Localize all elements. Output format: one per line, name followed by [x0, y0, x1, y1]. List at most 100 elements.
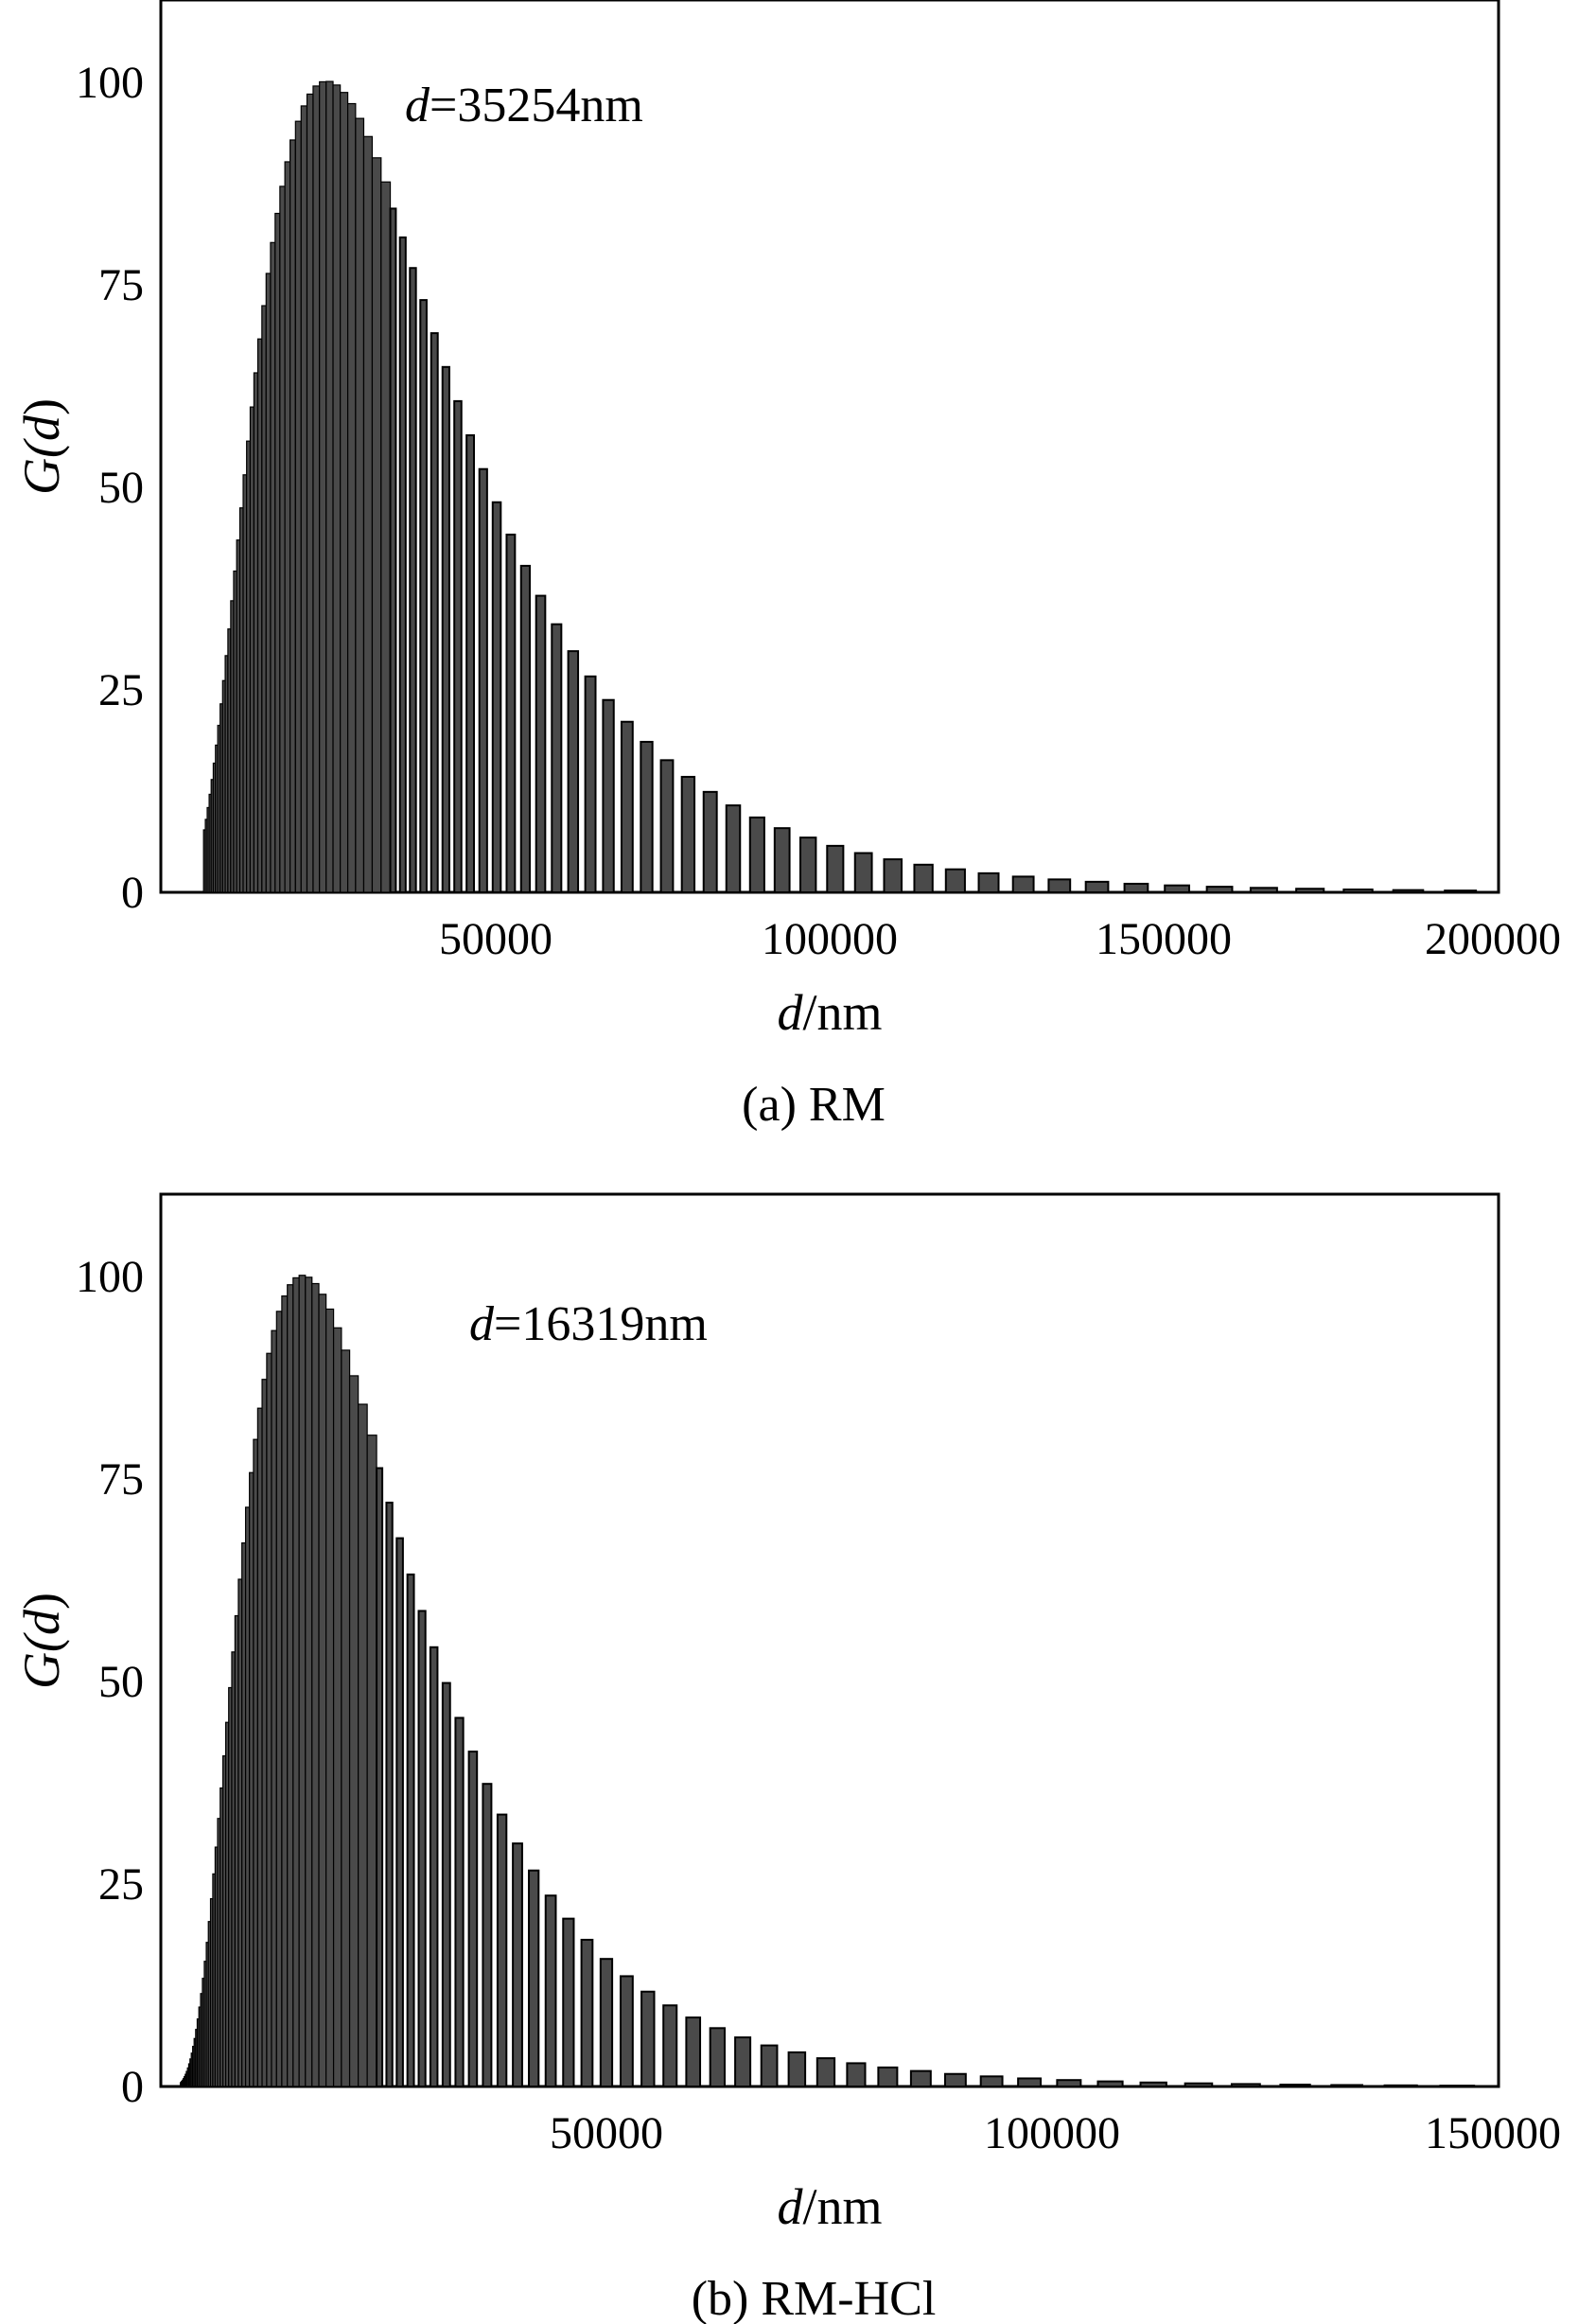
histogram-bar [441, 1681, 451, 2087]
histogram-bar [279, 185, 286, 893]
histogram-bar [798, 836, 817, 894]
histogram-bar [1249, 887, 1278, 894]
histogram-bar [429, 1646, 439, 2088]
histogram-bar [1017, 2077, 1043, 2087]
histogram-bar [1330, 2084, 1363, 2087]
x-tick-labels: 50000 100000 150000 [550, 2108, 1561, 2158]
y-tick-label: 100 [76, 58, 144, 108]
histogram-bar [1123, 882, 1149, 894]
histogram-bar [306, 93, 314, 893]
histogram-bar [271, 1329, 277, 2087]
histogram-bar [1056, 2079, 1082, 2087]
histogram-bar [346, 102, 357, 893]
histogram-bar [725, 804, 742, 894]
histogram-bar [453, 399, 463, 893]
histogram-bar [348, 1375, 360, 2087]
histogram-bar [567, 650, 580, 894]
x-tick-label: 150000 [1425, 2108, 1561, 2158]
histogram-bar [562, 1917, 575, 2087]
histogram-bar [773, 827, 791, 893]
histogram-bar [640, 1990, 656, 2087]
histogram-bar [380, 181, 392, 893]
histogram-bar [261, 1379, 268, 2087]
histogram-bar [482, 1783, 493, 2088]
histogram-bar [944, 868, 966, 894]
panel-caption: (a) RM [742, 1078, 886, 1132]
histogram-bar [1096, 2080, 1124, 2088]
histogram-bar [760, 2044, 779, 2088]
histogram-bar [491, 501, 502, 894]
histogram-bar [640, 740, 654, 894]
histogram-bar [620, 720, 634, 894]
histogram-bar [943, 2072, 967, 2087]
x-tick-label: 200000 [1425, 914, 1561, 964]
histogram-bar [298, 1275, 307, 2087]
histogram-bar [340, 92, 349, 893]
histogram-bar [659, 759, 675, 893]
histogram-bar [406, 1573, 415, 2087]
histogram-bar [253, 372, 259, 893]
histogram-bar [249, 1471, 254, 2087]
histogram-bar [395, 1537, 404, 2087]
histogram-bar [311, 1282, 320, 2087]
histogram-bar [702, 790, 718, 893]
histogram-bar [913, 863, 934, 893]
histogram-bar [292, 1276, 300, 2087]
mean-diameter-annotation: d=16319nm [469, 1297, 708, 1351]
y-tick-labels: 0 25 50 75 100 [76, 58, 144, 918]
x-axis-title: d/nm [777, 984, 882, 1041]
histogram-bar [519, 564, 532, 893]
histogram-bar [1011, 875, 1035, 894]
histogram-bar [385, 1501, 394, 2087]
chart-panel-rm-hcl: 0 25 50 75 100 50000 100000 150000 G(d) … [13, 1192, 1561, 2324]
histogram-bar [680, 775, 696, 894]
histogram-bar [662, 2004, 678, 2088]
y-tick-label: 0 [121, 2062, 144, 2112]
histogram-bar [1295, 888, 1325, 893]
chart-panel-rm: 0 25 50 75 100 50000 100000 150000 20000… [13, 0, 1561, 1132]
histogram-bar [1342, 889, 1374, 894]
bar-series-rm [202, 80, 1478, 894]
histogram-bar [281, 1295, 289, 2087]
mean-diameter-annotation: d=35254nm [405, 79, 643, 132]
histogram-bar [341, 1349, 351, 2087]
histogram-bar [398, 236, 407, 893]
y-tick-label: 50 [98, 463, 144, 513]
histogram-bar [584, 675, 597, 894]
histogram-bar [366, 1435, 377, 2087]
y-axis-title: G(d) [13, 1593, 70, 1689]
histogram-bar [332, 84, 342, 893]
x-tick-labels: 50000 100000 150000 200000 [439, 914, 1561, 964]
histogram-bar [551, 623, 563, 893]
histogram-bar [266, 1352, 272, 2087]
histogram-bar [289, 139, 296, 893]
histogram-bar [467, 1751, 479, 2088]
histogram-bar [748, 816, 765, 894]
histogram-bar [1139, 2081, 1167, 2088]
histogram-bar [371, 157, 382, 893]
histogram-bar [275, 1311, 283, 2087]
x-tick-label: 50000 [550, 2108, 663, 2158]
histogram-bar [1392, 889, 1425, 894]
histogram-bar [580, 1938, 594, 2087]
histogram-bar [1205, 886, 1234, 893]
histogram-bar [300, 105, 308, 893]
panel-caption: (b) RM-HCl [692, 2272, 937, 2324]
histogram-bar [734, 2036, 752, 2088]
histogram-bar [787, 2051, 807, 2087]
histogram-bar [325, 80, 334, 893]
histogram-bar [355, 117, 365, 893]
histogram-bar [419, 299, 428, 894]
x-tick-label: 50000 [439, 914, 552, 964]
histogram-bar [1444, 889, 1478, 894]
histogram-bar [977, 872, 1000, 893]
histogram-bar [454, 1717, 465, 2088]
histogram-bar [244, 1506, 251, 2087]
histogram-bar [909, 2069, 932, 2088]
histogram-bar [979, 2075, 1004, 2088]
histogram-bar [883, 858, 903, 893]
histogram-bar [376, 1467, 384, 2087]
histogram-bar [544, 1894, 557, 2087]
histogram-bar [512, 1842, 523, 2088]
